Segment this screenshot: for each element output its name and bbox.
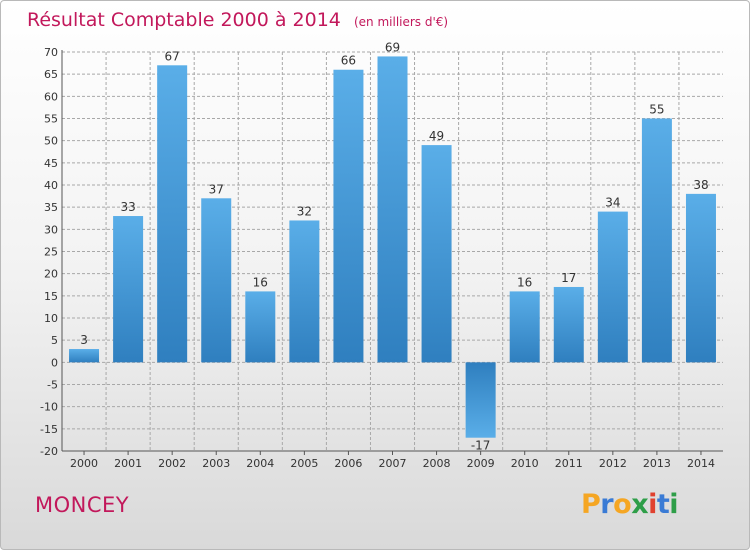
bar-value-label: 17 (561, 271, 576, 285)
bar-value-label: 34 (605, 196, 620, 210)
bar (641, 118, 672, 363)
logo-letter: x (631, 489, 649, 520)
y-tick-label: -5 (47, 379, 58, 392)
y-tick-label: 40 (44, 179, 58, 192)
x-tick-label: 2014 (687, 457, 715, 470)
bar (597, 211, 628, 363)
y-tick-label: 30 (44, 223, 58, 236)
y-tick-label: 10 (44, 312, 58, 325)
bar (245, 291, 276, 363)
x-tick-label: 2003 (202, 457, 230, 470)
x-tick-label: 2002 (158, 457, 186, 470)
bar (289, 220, 320, 363)
y-tick-label: 55 (44, 113, 58, 126)
y-tick-label: 60 (44, 90, 58, 103)
x-tick-label: 2005 (290, 457, 318, 470)
x-tick-label: 2006 (334, 457, 362, 470)
bar (69, 349, 100, 363)
y-tick-label: 20 (44, 268, 58, 281)
bar-value-label: 37 (209, 182, 224, 196)
labels: -20 -15 -10 -5 0 5 10 15 20 25 30 35 40 45 50 55 60 65 70 3… (40, 40, 715, 470)
x-tick-label: 2009 (467, 457, 495, 470)
bar-value-label: 33 (120, 200, 135, 214)
bar-value-label: 32 (297, 204, 312, 218)
bars (69, 56, 716, 438)
logo-letter: r (600, 489, 614, 520)
x-tick-label: 2001 (114, 457, 142, 470)
logo-letter: t (656, 489, 670, 520)
bar-value-label: 16 (517, 275, 532, 289)
x-tick-label: 2012 (599, 457, 627, 470)
bar-value-label: 49 (429, 129, 444, 143)
y-tick-label: -10 (40, 401, 58, 414)
y-tick-label: 5 (51, 334, 58, 347)
chart-subtitle: (en milliers d'€) (353, 15, 449, 29)
bar-value-label: -17 (471, 439, 491, 453)
y-tick-label: -20 (40, 445, 58, 458)
y-tick-label: 15 (44, 290, 58, 303)
bar (685, 193, 716, 363)
x-tick-label: 2004 (246, 457, 274, 470)
bar (113, 216, 144, 363)
chart-title: Résultat Comptable 2000 à 2014 (27, 9, 341, 31)
bar (201, 198, 232, 363)
x-tick-label: 2007 (379, 457, 407, 470)
logo-letter: o (613, 489, 632, 520)
x-tick-label: 2011 (555, 457, 583, 470)
x-tick-label: 2010 (511, 457, 539, 470)
chart-title-row: Résultat Comptable 2000 à 2014 (en milli… (27, 9, 448, 31)
bar-value-label: 16 (253, 275, 268, 289)
bar-value-label: 69 (385, 40, 400, 54)
bar (509, 291, 540, 363)
logo-letter: i (669, 489, 679, 520)
y-tick-label: 45 (44, 157, 58, 170)
x-tick-label: 2008 (423, 457, 451, 470)
bar-value-label: 38 (693, 178, 708, 192)
bar (553, 286, 584, 363)
bar (157, 65, 188, 363)
y-tick-label: 70 (44, 46, 58, 59)
bar-value-label: 67 (165, 49, 180, 63)
bar (465, 362, 496, 438)
y-tick-label: 65 (44, 68, 58, 81)
x-tick-label: 2000 (70, 457, 98, 470)
logo-letter: P (581, 489, 601, 520)
bar-value-label: 55 (649, 103, 664, 117)
bar (333, 69, 364, 363)
y-tick-label: 35 (44, 201, 58, 214)
bar (421, 145, 452, 363)
y-tick-label: -15 (40, 423, 58, 436)
axes (61, 50, 723, 455)
proxiti-logo[interactable]: Proxiti (581, 489, 679, 520)
logo-letter: i (648, 489, 657, 520)
y-tick-label: 50 (44, 135, 58, 148)
x-tick-label: 2013 (643, 457, 671, 470)
bar (377, 56, 408, 363)
bar-value-label: 66 (341, 54, 356, 68)
y-tick-label: 25 (44, 246, 58, 259)
bar-value-label: 3 (80, 333, 88, 347)
town-name: MONCEY (35, 493, 130, 517)
y-tick-label: 0 (51, 356, 58, 369)
